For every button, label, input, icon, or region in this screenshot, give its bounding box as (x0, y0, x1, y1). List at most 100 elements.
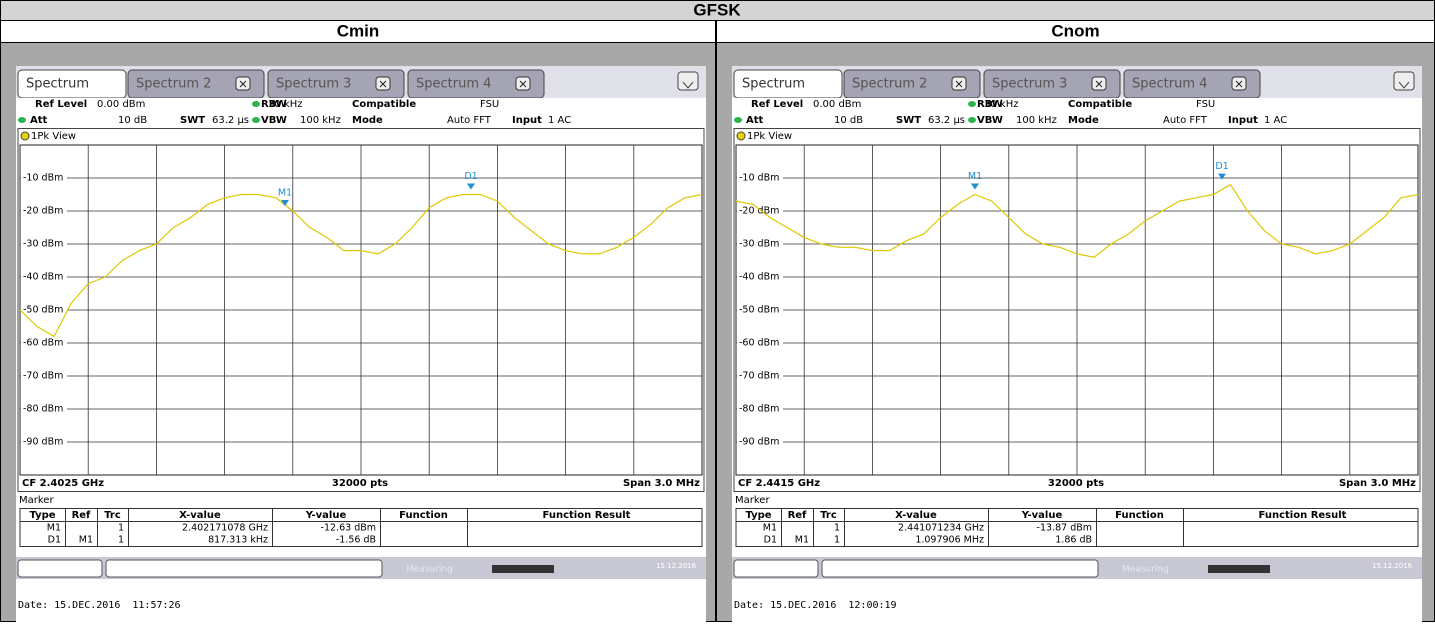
column-header: Function (399, 510, 448, 521)
status-text: Measuring (406, 565, 453, 575)
column-header: Trc (820, 510, 837, 521)
column-header: Y-value (1021, 510, 1063, 521)
tab-close-x (379, 80, 387, 88)
tick-bg (21, 304, 67, 316)
tab-close-x (1095, 80, 1103, 88)
y-tick-label: -40 dBm (23, 272, 63, 283)
column-header: Function Result (1259, 510, 1347, 521)
marker-flag (281, 200, 289, 206)
status-dot (968, 117, 976, 123)
y-tick-label: -70 dBm (739, 371, 779, 382)
status-text: Measuring (1122, 565, 1169, 575)
cell-label: Cmin (337, 21, 380, 40)
marker-title: Marker (735, 495, 770, 506)
table-cell: 2.441071234 GHz (898, 523, 984, 534)
status-input[interactable] (105, 559, 383, 578)
status-dot (252, 117, 260, 123)
tick-bg (21, 172, 67, 184)
trace (19, 193, 703, 338)
table-cell: M1 (795, 535, 809, 546)
setting-value: 10 dB (834, 115, 863, 126)
tick-bg (21, 436, 67, 448)
tab-close-x (239, 80, 247, 88)
setting-value: 0.00 dBm (97, 99, 145, 110)
column-header: Ref (788, 510, 807, 521)
tick-bg (21, 238, 67, 250)
marker-flag-label: M1 (278, 188, 292, 199)
footer-cf: CF 2.4415 GHz (738, 478, 820, 489)
tick-bg (737, 403, 783, 415)
y-tick-label: -50 dBm (739, 305, 779, 316)
table-cell: 1.097906 MHz (915, 535, 984, 546)
y-tick-label: -90 dBm (23, 437, 63, 448)
tick-bg (21, 271, 67, 283)
marker-table (735, 508, 1419, 547)
setting-value: 30 kHz (984, 99, 1018, 110)
column-header: Type (745, 510, 771, 521)
status-dot (734, 117, 742, 123)
info-area (16, 98, 706, 128)
setting-label: Ref Level (751, 99, 803, 110)
status-dot (252, 101, 260, 107)
menu-icon[interactable] (1393, 71, 1415, 91)
column-header: Function (1115, 510, 1164, 521)
tab-close-x (519, 80, 527, 88)
y-tick-label: -50 dBm (23, 305, 63, 316)
tick-bg (737, 271, 783, 283)
progress-bar (492, 565, 554, 573)
setting-label: Input (1228, 115, 1258, 126)
marker-flag (467, 183, 475, 190)
table-cell: 1 (834, 523, 840, 534)
setting-label: Ref Level (35, 99, 87, 110)
marker-flag (971, 183, 979, 190)
setting-value: 1 AC (1264, 115, 1287, 126)
capture-date: Date: 15.DEC.2016 11:57:26 (18, 600, 181, 611)
y-tick-label: -70 dBm (23, 371, 63, 382)
setting-value: 100 kHz (1016, 115, 1057, 126)
y-tick-label: -60 dBm (23, 338, 63, 349)
y-tick-label: -30 dBm (23, 239, 63, 250)
setting-label: SWT (180, 115, 205, 126)
menu-icon[interactable] (677, 71, 699, 91)
setting-value: FSU (480, 99, 499, 110)
marker-table (19, 508, 703, 547)
footer-cf: CF 2.4025 GHz (22, 478, 104, 489)
setting-label: Mode (352, 115, 383, 126)
setting-value: 100 kHz (300, 115, 341, 126)
status-input[interactable] (821, 559, 1099, 578)
table-cell: -1.56 dB (336, 535, 376, 546)
setting-value: Auto FFT (447, 115, 492, 126)
table-cell: D1 (48, 535, 61, 546)
tick-bg (21, 370, 67, 382)
y-tick-label: -60 dBm (739, 338, 779, 349)
tick-bg (737, 205, 783, 217)
setting-value: 10 dB (118, 115, 147, 126)
setting-value: FSU (1196, 99, 1215, 110)
status-input[interactable] (17, 559, 103, 578)
tab-label: Spectrum 3 (276, 77, 351, 92)
status-date: 15.12.2016 (1372, 562, 1413, 570)
footer-span: Span 3.0 MHz (1339, 478, 1416, 489)
tick-bg (737, 337, 783, 349)
column-header: Y-value (305, 510, 347, 521)
y-tick-label: -80 dBm (23, 404, 63, 415)
y-tick-label: -10 dBm (23, 173, 63, 184)
column-header: X-value (179, 510, 221, 521)
table-cell: 817.313 kHz (208, 535, 268, 546)
tab-label: Spectrum 4 (1132, 77, 1207, 92)
tab-label: Spectrum 2 (852, 77, 927, 92)
marker-title: Marker (19, 495, 54, 506)
setting-value: Auto FFT (1163, 115, 1208, 126)
tick-bg (21, 337, 67, 349)
setting-value: 1 AC (548, 115, 571, 126)
marker-flag-label: M1 (968, 171, 982, 182)
info-area (732, 98, 1422, 128)
y-tick-label: -10 dBm (739, 173, 779, 184)
table-cell: 2.402171078 GHz (182, 523, 268, 534)
trace (735, 183, 1419, 258)
footer-points: 32000 pts (332, 478, 388, 489)
title: GFSK (693, 0, 741, 19)
status-input[interactable] (733, 559, 819, 578)
column-header: Ref (72, 510, 91, 521)
